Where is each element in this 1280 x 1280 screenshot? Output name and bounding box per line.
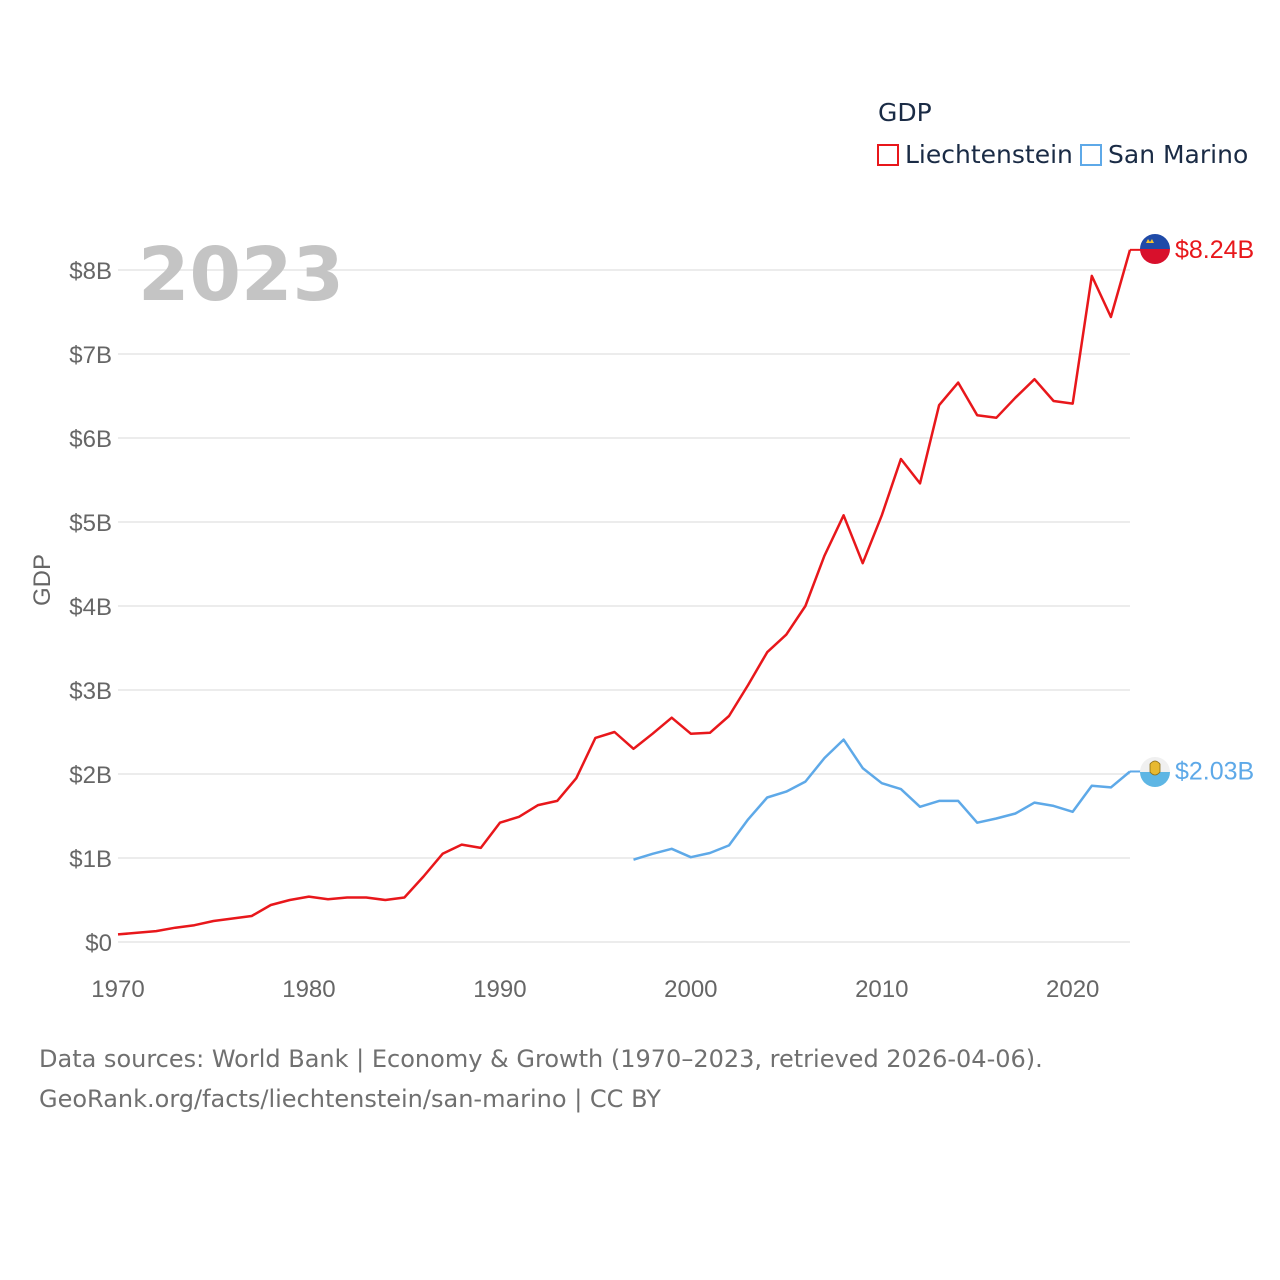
year-watermark: 2023 (138, 232, 344, 318)
footer-sources: Data sources: World Bank | Economy & Gro… (39, 1045, 1043, 1073)
end-labels: $8.24B $2.03B (1175, 236, 1254, 786)
x-axis-ticks: 1970 1980 1990 2000 2010 2020 (91, 976, 1099, 1003)
y-tick-label: $4B (69, 594, 112, 621)
legend-title: GDP (878, 98, 932, 127)
y-tick-label: $7B (69, 342, 112, 369)
grid-lines (118, 269, 1130, 943)
footer-url: GeoRank.org/facts/liechtenstein/san-mari… (39, 1085, 661, 1113)
liechtenstein-flag-icon (1140, 234, 1170, 264)
x-tick-label: 1970 (91, 976, 144, 1003)
y-tick-label: $2B (69, 762, 112, 789)
y-axis-label: GDP (29, 554, 56, 606)
series-line-san-marino[interactable] (633, 738, 1131, 861)
y-tick-label: $6B (69, 426, 112, 453)
y-axis-ticks: $0 $1B $2B $3B $4B $5B $6B $7B $8B (69, 258, 112, 957)
x-tick-label: 1990 (473, 976, 526, 1003)
x-tick-label: 2020 (1046, 976, 1099, 1003)
end-markers (1140, 234, 1170, 787)
x-tick-label: 2000 (664, 976, 717, 1003)
san-marino-flag-icon (1140, 757, 1170, 787)
end-value-label: $8.24B (1175, 236, 1254, 264)
y-tick-label: $0 (85, 930, 112, 957)
legend-item-liechtenstein[interactable]: Liechtenstein (877, 140, 1073, 169)
legend-label: Liechtenstein (905, 140, 1073, 169)
series-line-liechtenstein[interactable] (117, 249, 1132, 936)
series-lines (117, 248, 1141, 936)
x-tick-label: 2010 (855, 976, 908, 1003)
legend-label: San Marino (1108, 140, 1249, 169)
end-value-label: $2.03B (1175, 757, 1254, 785)
y-tick-label: $1B (69, 846, 112, 873)
legend-item-san-marino[interactable]: San Marino (1080, 140, 1248, 169)
legend-swatch-icon (1080, 143, 1102, 166)
x-tick-label: 1980 (282, 976, 335, 1003)
legend-swatch-icon (877, 143, 899, 166)
y-tick-label: $5B (69, 510, 112, 537)
y-tick-label: $3B (69, 678, 112, 705)
y-tick-label: $8B (69, 258, 112, 285)
